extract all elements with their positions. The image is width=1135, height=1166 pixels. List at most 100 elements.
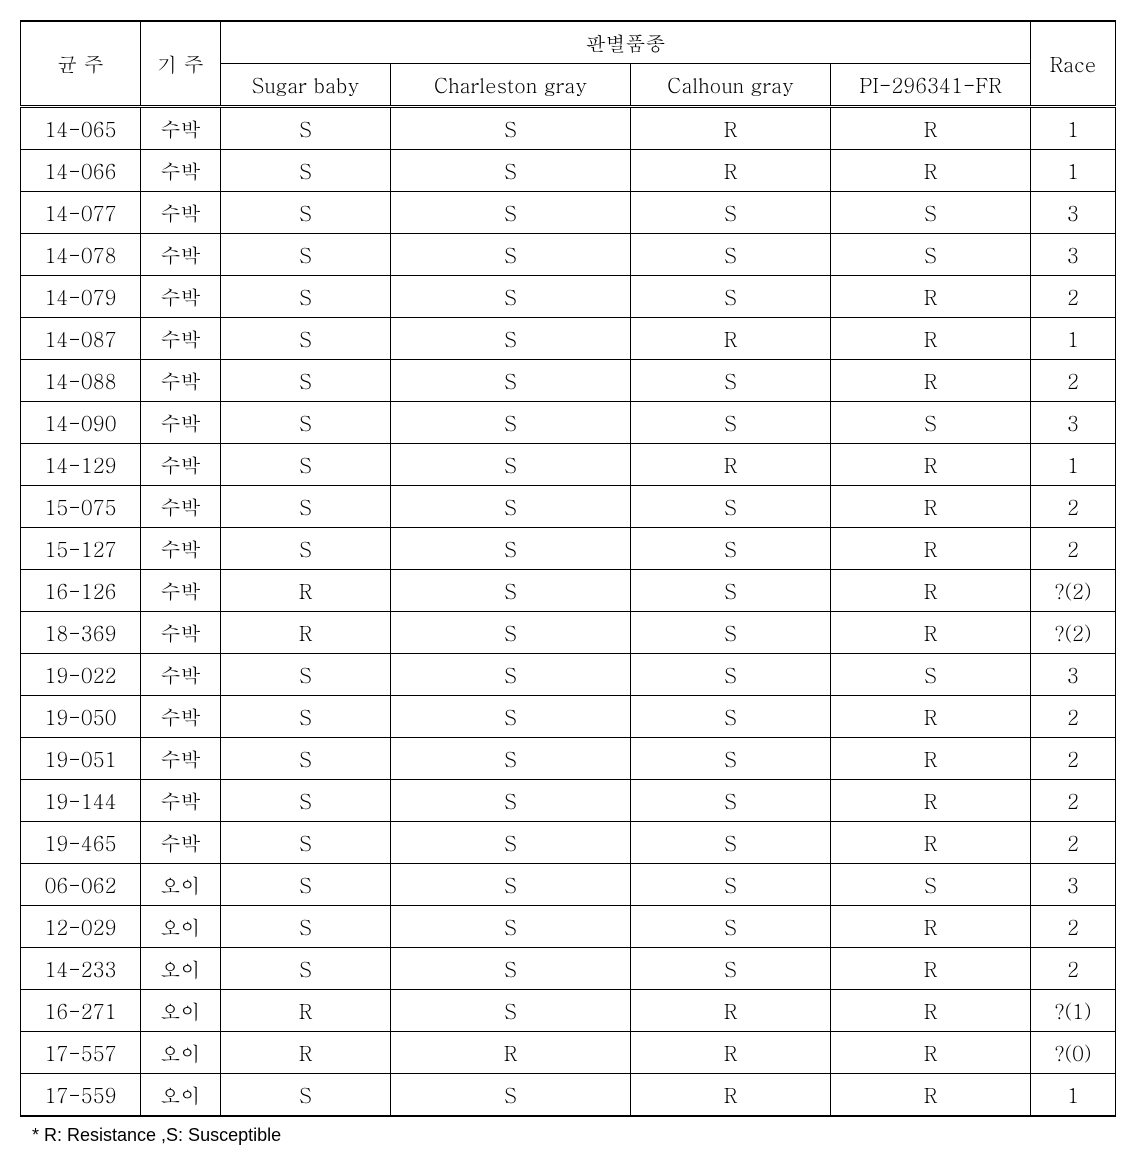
table-cell: S (631, 654, 831, 696)
table-cell: S (391, 402, 631, 444)
header-strain: 균 주 (21, 21, 141, 107)
table-cell: S (631, 780, 831, 822)
table-cell: S (831, 234, 1031, 276)
table-cell: 1 (1031, 444, 1116, 486)
table-row: 16-271오이RSRR?(1) (21, 990, 1116, 1032)
table-cell: 수박 (141, 528, 221, 570)
table-cell: S (391, 570, 631, 612)
table-cell: 18-369 (21, 612, 141, 654)
table-row: 14-088수박SSSR2 (21, 360, 1116, 402)
table-cell: R (831, 948, 1031, 990)
header-host: 기 주 (141, 21, 221, 107)
table-cell: 오이 (141, 990, 221, 1032)
table-cell: 14-078 (21, 234, 141, 276)
table-row: 18-369수박RSSR?(2) (21, 612, 1116, 654)
table-cell: S (631, 528, 831, 570)
table-row: 17-559오이SSRR1 (21, 1074, 1116, 1117)
table-body: 14-065수박SSRR114-066수박SSRR114-077수박SSSS31… (21, 107, 1116, 1117)
table-cell: R (831, 276, 1031, 318)
table-cell: 14-087 (21, 318, 141, 360)
header-row-1: 균 주 기 주 판별품종 Race (21, 21, 1116, 64)
table-cell: 14-079 (21, 276, 141, 318)
table-cell: S (391, 486, 631, 528)
table-cell: S (631, 696, 831, 738)
table-row: 14-129수박SSRR1 (21, 444, 1116, 486)
table-cell: R (831, 906, 1031, 948)
table-cell: S (221, 234, 391, 276)
header-cultivar-2: Calhoun gray (631, 64, 831, 107)
table-cell: R (831, 486, 1031, 528)
table-cell: S (391, 276, 631, 318)
table-cell: S (631, 822, 831, 864)
table-cell: 수박 (141, 150, 221, 192)
table-cell: 3 (1031, 234, 1116, 276)
table-cell: S (391, 234, 631, 276)
table-cell: 수박 (141, 654, 221, 696)
table-cell: 오이 (141, 864, 221, 906)
table-cell: R (631, 318, 831, 360)
table-cell: R (221, 570, 391, 612)
table-cell: R (831, 150, 1031, 192)
table-cell: S (391, 906, 631, 948)
table-cell: S (391, 528, 631, 570)
table-cell: S (221, 1074, 391, 1117)
table-cell: S (221, 780, 391, 822)
table-cell: 19-051 (21, 738, 141, 780)
table-cell: 오이 (141, 906, 221, 948)
table-cell: 수박 (141, 570, 221, 612)
table-cell: S (221, 276, 391, 318)
table-cell: 수박 (141, 402, 221, 444)
table-cell: R (831, 570, 1031, 612)
table-cell: S (221, 444, 391, 486)
table-cell: 3 (1031, 192, 1116, 234)
table-cell: 2 (1031, 948, 1116, 990)
table-cell: 수박 (141, 192, 221, 234)
table-cell: 1 (1031, 318, 1116, 360)
table-cell: R (831, 696, 1031, 738)
table-row: 14-065수박SSRR1 (21, 107, 1116, 150)
table-cell: S (631, 486, 831, 528)
table-cell: 수박 (141, 486, 221, 528)
table-cell: 3 (1031, 654, 1116, 696)
table-cell: S (221, 360, 391, 402)
table-cell: 수박 (141, 822, 221, 864)
table-cell: R (831, 360, 1031, 402)
table-cell: S (631, 570, 831, 612)
table-cell: R (831, 1032, 1031, 1074)
table-cell: 16-271 (21, 990, 141, 1032)
table-row: 06-062오이SSSS3 (21, 864, 1116, 906)
table-cell: 수박 (141, 318, 221, 360)
table-cell: 2 (1031, 738, 1116, 780)
table-cell: R (831, 444, 1031, 486)
table-cell: R (831, 528, 1031, 570)
table-cell: S (391, 822, 631, 864)
table-cell: S (631, 864, 831, 906)
table-cell: R (631, 1032, 831, 1074)
table-cell: 수박 (141, 107, 221, 150)
table-cell: 오이 (141, 1074, 221, 1117)
table-row: 14-077수박SSSS3 (21, 192, 1116, 234)
table-cell: S (391, 948, 631, 990)
table-cell: 3 (1031, 864, 1116, 906)
table-row: 12-029오이SSSR2 (21, 906, 1116, 948)
table-cell: 19-022 (21, 654, 141, 696)
table-cell: 3 (1031, 402, 1116, 444)
table-cell: 수박 (141, 612, 221, 654)
table-cell: S (221, 864, 391, 906)
table-cell: ?(2) (1031, 612, 1116, 654)
table-row: 19-050수박SSSR2 (21, 696, 1116, 738)
header-cultivar-group: 판별품종 (221, 21, 1031, 64)
table-row: 15-127수박SSSR2 (21, 528, 1116, 570)
table-cell: R (631, 990, 831, 1032)
table-row: 17-557오이RRRR?(0) (21, 1032, 1116, 1074)
table-cell: 2 (1031, 276, 1116, 318)
table-cell: R (631, 107, 831, 150)
table-cell: S (631, 948, 831, 990)
table-cell: 1 (1031, 107, 1116, 150)
table-cell: S (391, 696, 631, 738)
table-cell: 수박 (141, 444, 221, 486)
table-cell: S (221, 654, 391, 696)
table-cell: S (391, 864, 631, 906)
table-cell: 14-090 (21, 402, 141, 444)
table-cell: S (831, 402, 1031, 444)
